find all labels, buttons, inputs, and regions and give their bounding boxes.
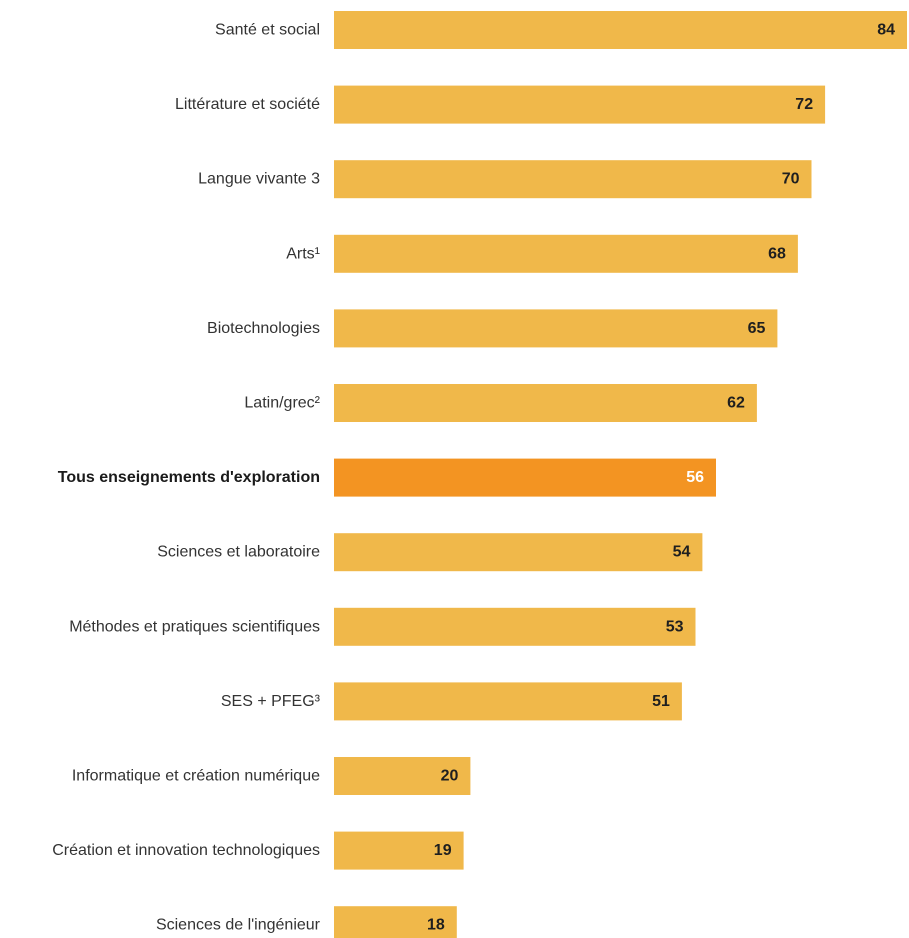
value-label-12: 18 (427, 917, 445, 934)
category-label-7: Sciences et laboratoire (157, 544, 320, 561)
category-label-3: Arts¹ (286, 245, 320, 262)
bar-6 (334, 458, 716, 497)
category-label-12: Sciences de l'ingénieur (156, 917, 321, 934)
category-labels-layer: Santé et social Littérature et société Lan… (52, 22, 320, 934)
category-label-6: Tous enseignements d'exploration (58, 469, 320, 486)
bar-8 (334, 607, 696, 646)
value-label-7: 54 (673, 544, 691, 561)
bar-7 (334, 533, 703, 572)
bar-2 (334, 160, 812, 199)
bar-0 (334, 11, 907, 49)
bar-9 (334, 682, 682, 721)
value-labels-layer: 84 72 70 68 65 62 56 54 53 51 20 19 18 (427, 22, 895, 934)
category-label-2: Langue vivante 3 (198, 171, 320, 188)
category-label-0: Santé et social (215, 22, 320, 39)
bar-1 (334, 85, 826, 124)
category-label-11: Création et innovation technologiques (52, 842, 320, 859)
bar-11 (334, 831, 464, 870)
bar-4 (334, 309, 778, 348)
value-label-2: 70 (782, 171, 800, 188)
bar-5 (334, 384, 757, 422)
value-label-0: 84 (877, 22, 895, 39)
value-label-3: 68 (768, 245, 786, 262)
value-label-9: 51 (652, 693, 670, 710)
value-label-11: 19 (434, 842, 452, 859)
category-label-10: Informatique et création numérique (72, 768, 320, 785)
category-label-9: SES + PFEG³ (221, 693, 321, 710)
category-label-5: Latin/grec² (244, 395, 320, 412)
category-label-1: Littérature et société (175, 96, 320, 113)
bar-3 (334, 234, 798, 273)
bar-12 (334, 906, 457, 938)
value-label-5: 62 (727, 395, 745, 412)
value-label-8: 53 (666, 618, 684, 635)
value-label-10: 20 (441, 768, 459, 785)
category-label-4: Biotechnologies (207, 320, 320, 337)
value-label-6: 56 (686, 469, 704, 486)
bar-10 (334, 757, 471, 795)
bars-layer (334, 11, 907, 938)
value-label-1: 72 (795, 96, 813, 113)
category-label-8: Méthodes et pratiques scientifiques (69, 618, 320, 635)
value-label-4: 65 (748, 320, 766, 337)
